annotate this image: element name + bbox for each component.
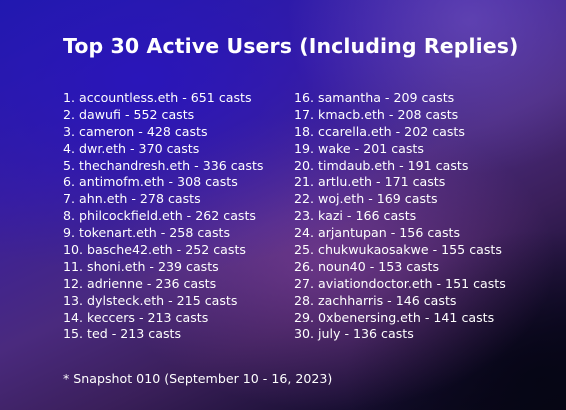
list-item: 22. woj.eth - 169 casts: [294, 191, 438, 207]
list-item: 21. artlu.eth - 171 casts: [294, 174, 446, 190]
user-list-left: 1. accountless.eth - 651 casts 2. dawufi…: [63, 90, 263, 343]
list-item: 30. july - 136 casts: [294, 326, 414, 342]
list-item: 4. dwr.eth - 370 casts: [63, 140, 200, 156]
list-item: 18. ccarella.eth - 202 casts: [294, 123, 465, 139]
list-item: 24. arjantupan - 156 casts: [294, 225, 461, 241]
page-title: Top 30 Active Users (Including Replies): [63, 34, 519, 58]
list-item: 11. shoni.eth - 239 casts: [63, 258, 219, 274]
list-item: 2. dawufi - 552 casts: [63, 106, 195, 122]
list-item: 26. noun40 - 153 casts: [294, 258, 440, 274]
list-item: 19. wake - 201 casts: [294, 140, 424, 156]
list-item: 28. zachharris - 146 casts: [294, 292, 457, 308]
list-item: 16. samantha - 209 casts: [294, 90, 455, 105]
list-item: 7. ahn.eth - 278 casts: [63, 191, 201, 207]
snapshot-footnote: * Snapshot 010 (September 10 - 16, 2023): [63, 371, 333, 386]
list-item: 15. ted - 213 casts: [63, 326, 182, 342]
user-list-right: 16. samantha - 209 casts 17. kmacb.eth -…: [294, 90, 506, 343]
list-item: 6. antimofm.eth - 308 casts: [63, 174, 238, 190]
list-item: 1. accountless.eth - 651 casts: [63, 90, 252, 105]
list-item: 13. dylsteck.eth - 215 casts: [63, 292, 238, 308]
list-item: 25. chukwukaosakwe - 155 casts: [294, 242, 502, 258]
list-item: 14. keccers - 213 casts: [63, 309, 209, 325]
list-item: 17. kmacb.eth - 208 casts: [294, 106, 459, 122]
list-item: 8. philcockfield.eth - 262 casts: [63, 208, 256, 224]
list-item: 20. timdaub.eth - 191 casts: [294, 157, 469, 173]
list-item: 10. basche42.eth - 252 casts: [63, 242, 246, 258]
list-item: 9. tokenart.eth - 258 casts: [63, 225, 231, 241]
list-item: 27. aviationdoctor.eth - 151 casts: [294, 275, 506, 291]
list-item: 29. 0xbenersing.eth - 141 casts: [294, 309, 495, 325]
list-item: 3. cameron - 428 casts: [63, 123, 208, 139]
list-item: 12. adrienne - 236 casts: [63, 275, 217, 291]
list-item: 5. thechandresh.eth - 336 casts: [63, 157, 264, 173]
list-item: 23. kazi - 166 casts: [294, 208, 417, 224]
